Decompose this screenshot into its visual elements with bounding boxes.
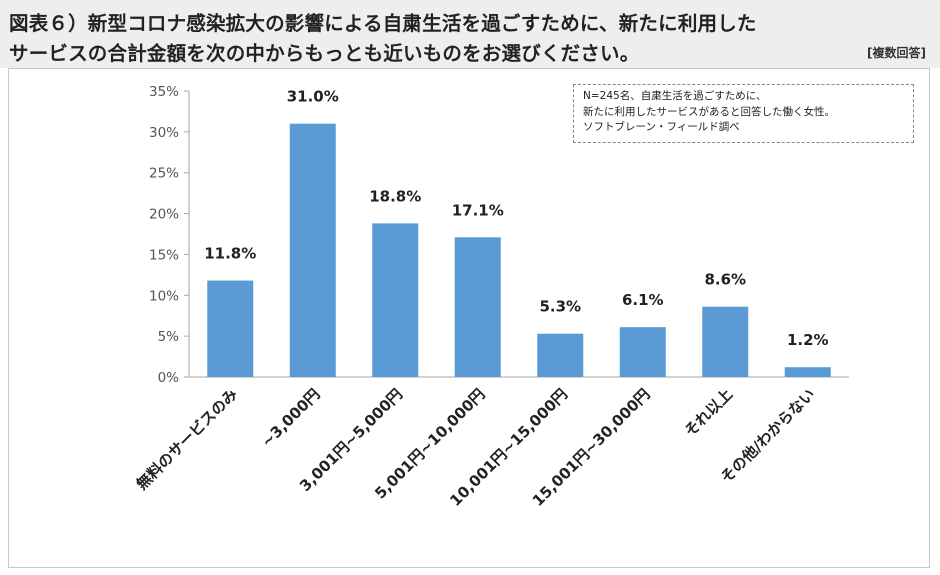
x-tick-label: ~3,000円 bbox=[258, 385, 324, 451]
bar bbox=[289, 123, 336, 377]
y-tick-label: 35% bbox=[149, 84, 179, 100]
y-tick-label: 15% bbox=[149, 247, 179, 263]
y-tick-label: 30% bbox=[149, 125, 179, 141]
y-tick-label: 0% bbox=[158, 370, 180, 386]
data-label: 6.1% bbox=[622, 291, 664, 309]
title-header: 図表６）新型コロナ感染拡大の影響による自粛生活を過ごすために、新たに利用した サ… bbox=[0, 0, 940, 68]
sample-note: N=245名、自粛生活を過ごすために、 新たに利用したサービスがあると回答した働… bbox=[573, 84, 914, 143]
bar bbox=[372, 223, 419, 377]
chart-title-line-1: 図表６）新型コロナ感染拡大の影響による自粛生活を過ごすために、新たに利用した bbox=[9, 12, 757, 35]
data-label: 8.6% bbox=[704, 271, 746, 289]
bar bbox=[619, 327, 666, 377]
data-label: 31.0% bbox=[287, 88, 339, 106]
data-label: 18.8% bbox=[369, 187, 421, 205]
bar bbox=[784, 367, 831, 377]
y-tick-label: 20% bbox=[149, 207, 179, 223]
x-tick-label: 無料のサービスのみ bbox=[133, 385, 241, 493]
bar bbox=[537, 333, 584, 377]
y-tick-label: 25% bbox=[149, 166, 179, 182]
y-tick-label: 10% bbox=[149, 288, 179, 304]
answer-type-label: [複数回答] bbox=[867, 46, 926, 60]
note-line-3: ソフトブレーン・フィールド調べ bbox=[583, 121, 740, 133]
y-tick-label: 5% bbox=[158, 329, 180, 345]
data-label: 5.3% bbox=[539, 298, 581, 316]
data-label: 11.8% bbox=[204, 245, 256, 263]
data-label: 17.1% bbox=[452, 201, 504, 219]
x-tick-label: それ以上 bbox=[681, 385, 736, 440]
data-label: 1.2% bbox=[787, 331, 829, 349]
note-line-2: 新たに利用したサービスがあると回答した働く女性。 bbox=[583, 105, 835, 118]
note-line-1: N=245名、自粛生活を過ごすために、 bbox=[583, 90, 767, 102]
bar bbox=[702, 306, 749, 377]
chart-title-line-2: サービスの合計金額を次の中からもっとも近いものをお選びください。 bbox=[9, 42, 640, 65]
bar bbox=[454, 237, 501, 377]
bar bbox=[207, 280, 254, 377]
